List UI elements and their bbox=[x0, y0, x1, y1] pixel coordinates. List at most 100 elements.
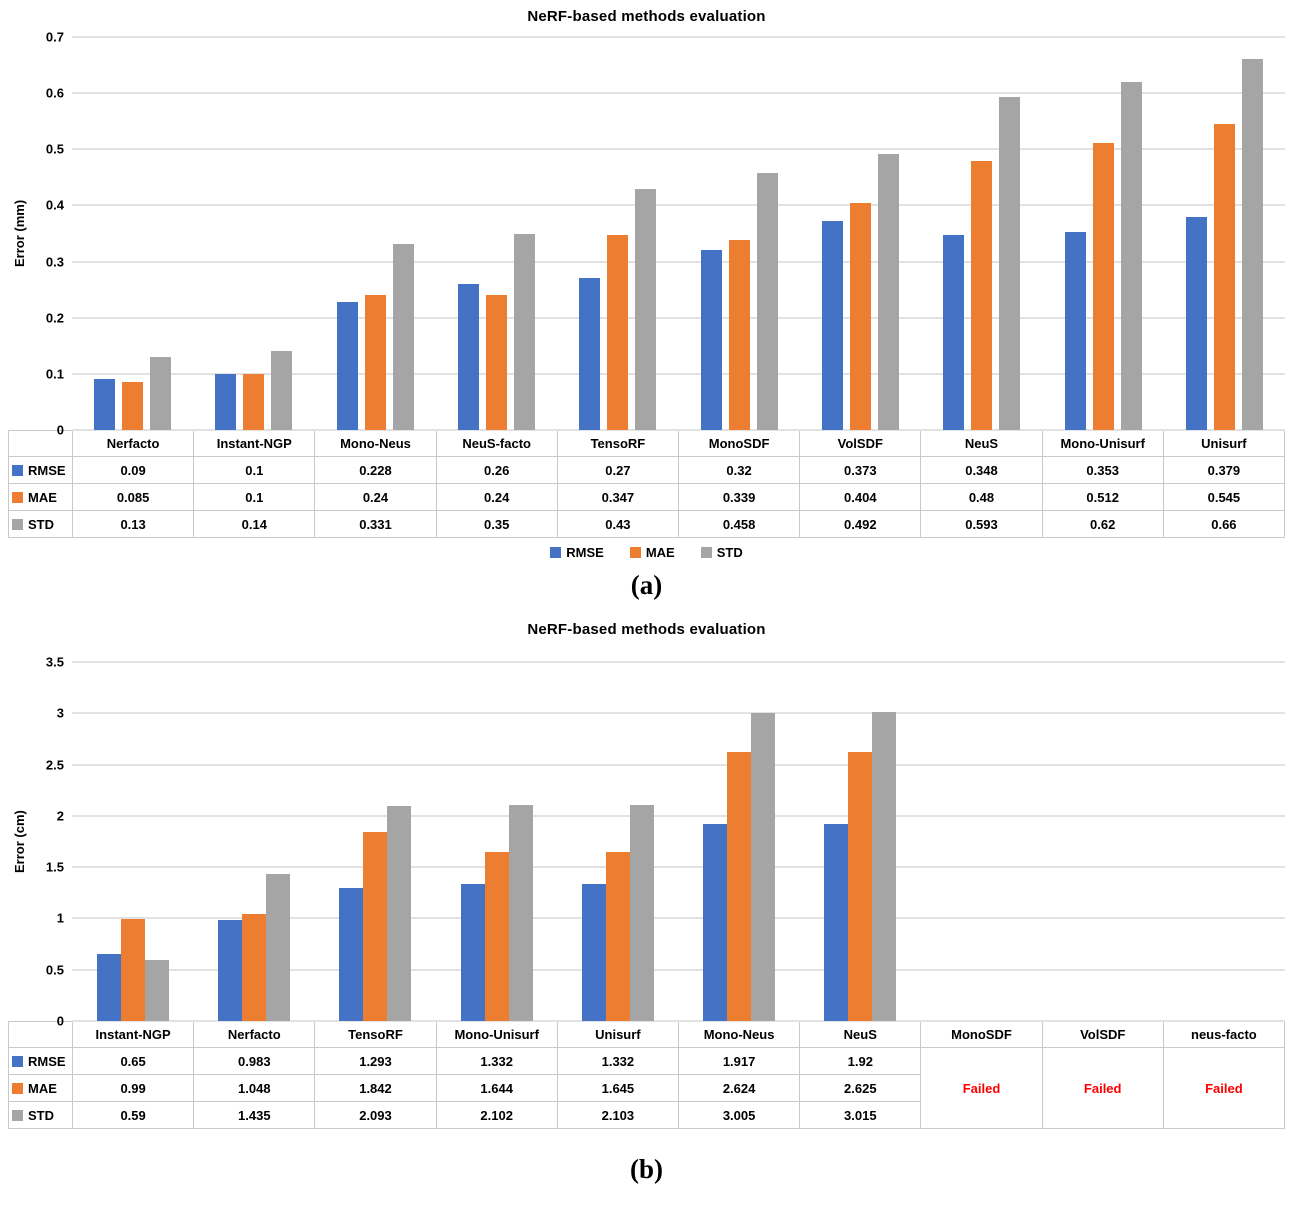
failed-cell-monosdf: Failed bbox=[921, 1048, 1043, 1129]
bar-mae-neus-facto bbox=[486, 295, 508, 430]
y-tick-label: 0.3 bbox=[45, 254, 64, 270]
bar-group-neus-facto bbox=[1164, 662, 1285, 1021]
col-header-neus: NeuS bbox=[800, 1022, 922, 1048]
row-header-label: MAE bbox=[28, 489, 57, 505]
value-cell: 0.983 bbox=[194, 1048, 316, 1075]
col-header-monosdf: MonoSDF bbox=[678, 431, 801, 457]
value-cell: 1.332 bbox=[557, 1048, 679, 1075]
legend-label: MAE bbox=[645, 545, 675, 560]
row-header-mae: MAE bbox=[9, 1075, 73, 1102]
col-header-mono-unisurf: Mono-Unisurf bbox=[1042, 431, 1164, 457]
bar-rmse-unisurf bbox=[1185, 217, 1207, 430]
bar-group-volsdf bbox=[800, 37, 921, 430]
value-cell: 0.48 bbox=[921, 484, 1043, 511]
value-cell: 0.404 bbox=[800, 484, 922, 511]
gridline bbox=[72, 316, 1285, 319]
gridline bbox=[72, 148, 1285, 151]
bar-rmse-mono-neus bbox=[703, 824, 728, 1021]
row-header-label: STD bbox=[28, 516, 54, 532]
y-tick-label: 0.1 bbox=[45, 366, 64, 382]
plot-area bbox=[72, 661, 1285, 1022]
gridline bbox=[72, 372, 1285, 375]
value-cell: 0.512 bbox=[1042, 484, 1164, 511]
figure-a: NeRF-based methods evaluation Error (mm)… bbox=[0, 8, 1293, 601]
bar-std-monosdf bbox=[756, 172, 778, 430]
table-corner-cell bbox=[9, 1022, 73, 1048]
std-swatch-icon bbox=[12, 518, 23, 530]
bar-mae-volsdf bbox=[849, 203, 871, 430]
bar-group-monosdf bbox=[921, 662, 1042, 1021]
bar-std-mono-unisurf bbox=[1120, 81, 1142, 430]
chart-title: NeRF-based methods evaluation bbox=[527, 621, 766, 638]
value-cell: 0.14 bbox=[194, 511, 316, 538]
legend-item-mae: MAE bbox=[629, 545, 675, 560]
bar-std-neus bbox=[872, 711, 897, 1021]
bar-rmse-neus bbox=[943, 234, 965, 430]
row-header-label: RMSE bbox=[28, 1053, 66, 1069]
bar-rmse-instant-ngp bbox=[215, 373, 237, 430]
legend-label: RMSE bbox=[566, 545, 604, 560]
bar-std-neus-facto bbox=[514, 233, 536, 430]
value-cell: 0.348 bbox=[921, 457, 1043, 484]
y-tick-label: 1 bbox=[56, 910, 64, 926]
value-cell: 0.492 bbox=[800, 511, 922, 538]
bar-group-instant-ngp bbox=[193, 37, 314, 430]
bar-group-mono-unisurf bbox=[1042, 37, 1163, 430]
legend-label: STD bbox=[716, 545, 743, 560]
gridline bbox=[72, 917, 1285, 920]
chart-area: Error (mm) 0.7 0.6 0.5 0.4 0.3 0.2 0.1 0 bbox=[8, 30, 1285, 438]
value-cell: 0.545 bbox=[1163, 484, 1285, 511]
bar-std-tensorf bbox=[635, 188, 657, 430]
bar-group-monosdf bbox=[678, 37, 799, 430]
legend-item-rmse: RMSE bbox=[550, 545, 604, 560]
value-cell: 0.593 bbox=[921, 511, 1043, 538]
bar-group-unisurf bbox=[557, 662, 678, 1021]
bar-mae-unisurf bbox=[1213, 124, 1235, 430]
bar-std-mono-neus bbox=[392, 244, 414, 430]
bar-rmse-instant-ngp bbox=[96, 954, 121, 1021]
bar-mae-mono-unisurf bbox=[484, 852, 509, 1021]
y-tick-label: 0.5 bbox=[45, 141, 64, 157]
value-cell: 1.644 bbox=[436, 1075, 558, 1102]
gridline bbox=[72, 661, 1285, 663]
bar-group-neus-facto bbox=[436, 37, 557, 430]
bar-rmse-neus-facto bbox=[458, 284, 480, 430]
col-header-instant-ngp: Instant-NGP bbox=[194, 431, 316, 457]
std-swatch-icon bbox=[12, 1109, 23, 1121]
bar-rmse-nerfacto bbox=[94, 379, 116, 430]
value-cell: 1.048 bbox=[194, 1075, 316, 1102]
y-tick-label: 2 bbox=[56, 808, 64, 824]
bar-std-unisurf bbox=[1241, 59, 1263, 430]
bar-group-neus bbox=[800, 662, 921, 1021]
col-header-monosdf: MonoSDF bbox=[921, 1022, 1043, 1048]
bar-rmse-nerfacto bbox=[217, 920, 242, 1021]
bar-rmse-monosdf bbox=[700, 250, 722, 430]
value-cell: 0.43 bbox=[557, 511, 679, 538]
bar-group-tensorf bbox=[557, 37, 678, 430]
bar-groups bbox=[72, 662, 1285, 1021]
bar-std-nerfacto bbox=[150, 357, 172, 430]
data-table: Instant-NGP Nerfacto TensoRF Mono-Unisurf Un… bbox=[8, 1021, 1285, 1129]
bar-mae-nerfacto bbox=[241, 913, 266, 1021]
bar-std-neus bbox=[999, 97, 1021, 430]
col-header-tensorf: TensoRF bbox=[557, 431, 679, 457]
value-cell: 0.085 bbox=[73, 484, 195, 511]
bar-group-volsdf bbox=[1042, 662, 1163, 1021]
bar-group-mono-neus bbox=[678, 662, 799, 1021]
value-cell: 0.65 bbox=[73, 1048, 195, 1075]
y-tick-label: 2.5 bbox=[45, 757, 64, 773]
mae-swatch-icon bbox=[12, 1082, 23, 1094]
value-cell: 3.005 bbox=[678, 1102, 801, 1129]
row-header-label: MAE bbox=[28, 1080, 57, 1096]
plot-area bbox=[72, 36, 1285, 431]
col-header-mono-neus: Mono-Neus bbox=[315, 431, 437, 457]
bar-mae-mono-unisurf bbox=[1092, 142, 1114, 430]
value-cell: 0.1 bbox=[194, 457, 316, 484]
value-cell: 0.24 bbox=[315, 484, 437, 511]
value-cell: 0.62 bbox=[1042, 511, 1164, 538]
mae-legend-swatch-icon bbox=[629, 547, 641, 558]
gridline bbox=[72, 429, 1285, 431]
value-cell: 0.353 bbox=[1042, 457, 1164, 484]
gridline bbox=[72, 712, 1285, 715]
figure-caption: (b) bbox=[630, 1154, 663, 1184]
